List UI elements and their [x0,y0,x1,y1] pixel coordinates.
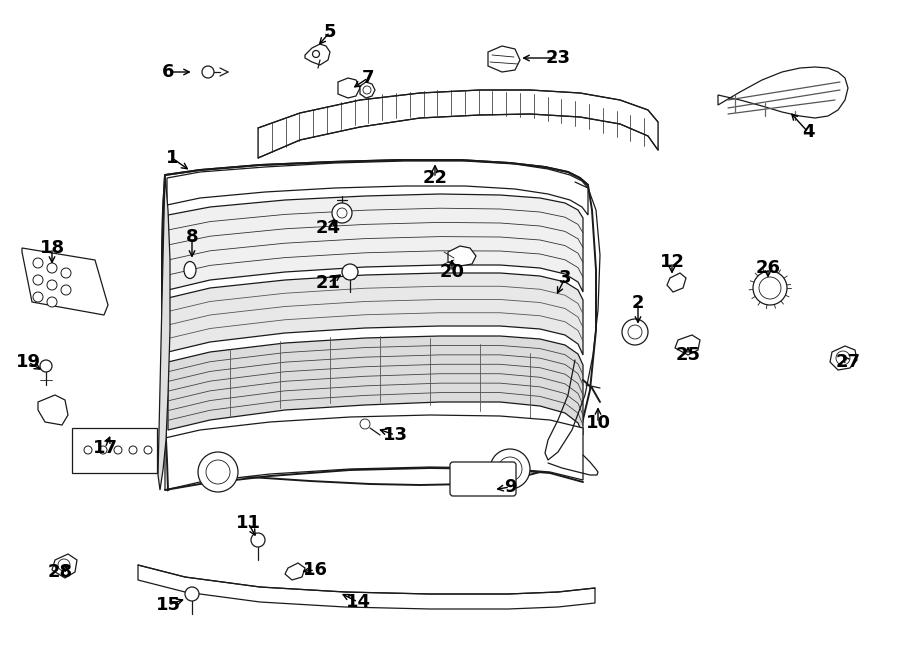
Circle shape [251,533,265,547]
Text: 13: 13 [382,426,408,444]
Circle shape [498,457,522,481]
Polygon shape [360,82,375,98]
Polygon shape [285,563,305,580]
Text: 5: 5 [324,23,337,41]
Text: 27: 27 [835,353,860,371]
Circle shape [628,325,642,339]
Circle shape [61,268,71,278]
Circle shape [202,66,214,78]
Circle shape [337,208,347,218]
Circle shape [61,285,71,295]
Text: 25: 25 [676,346,700,364]
Circle shape [759,277,781,299]
Text: 20: 20 [439,263,464,281]
Polygon shape [718,67,848,118]
Polygon shape [22,248,108,315]
Text: 10: 10 [586,414,610,432]
Polygon shape [258,90,658,158]
Circle shape [836,351,850,365]
Text: 17: 17 [93,439,118,457]
Circle shape [114,446,122,454]
Polygon shape [138,565,595,609]
Text: 22: 22 [422,169,447,187]
Text: 16: 16 [302,561,328,579]
Polygon shape [168,194,583,292]
Text: 15: 15 [156,596,181,614]
Text: 18: 18 [40,239,65,257]
Polygon shape [158,175,170,490]
Text: 24: 24 [316,219,340,237]
Polygon shape [38,395,68,425]
Text: 14: 14 [346,593,371,611]
Circle shape [33,275,43,285]
Text: 26: 26 [755,259,780,277]
Circle shape [185,587,199,601]
Circle shape [99,446,107,454]
Circle shape [363,86,371,94]
Text: 23: 23 [545,49,571,67]
Circle shape [622,319,648,345]
Text: 9: 9 [504,478,517,496]
Polygon shape [675,335,700,355]
Text: 6: 6 [162,63,175,81]
Polygon shape [167,161,588,215]
Polygon shape [162,160,596,490]
Circle shape [332,203,352,223]
FancyBboxPatch shape [72,428,157,473]
Polygon shape [168,273,583,355]
Polygon shape [52,554,77,578]
Text: 28: 28 [48,563,73,581]
Text: 4: 4 [802,123,814,141]
Circle shape [33,258,43,268]
Polygon shape [488,46,520,72]
Polygon shape [168,336,583,435]
Circle shape [198,452,238,492]
Polygon shape [165,415,583,490]
Polygon shape [830,346,857,370]
Polygon shape [305,44,330,65]
Circle shape [47,280,57,290]
Text: 7: 7 [362,69,374,87]
Text: 3: 3 [559,269,572,287]
Circle shape [144,446,152,454]
Text: 19: 19 [15,353,40,371]
Circle shape [360,419,370,429]
Text: 21: 21 [316,274,340,292]
Text: 8: 8 [185,228,198,246]
Circle shape [47,297,57,307]
Circle shape [33,292,43,302]
Circle shape [47,263,57,273]
Circle shape [58,559,70,571]
Circle shape [490,449,530,489]
Circle shape [312,50,319,58]
Polygon shape [338,78,360,98]
Text: 1: 1 [166,149,178,167]
Circle shape [342,264,358,280]
Circle shape [84,446,92,454]
Text: 2: 2 [632,294,644,312]
Circle shape [129,446,137,454]
Text: 12: 12 [660,253,685,271]
Circle shape [206,460,230,484]
Text: 11: 11 [236,514,260,532]
Circle shape [753,271,787,305]
Polygon shape [448,246,476,266]
Circle shape [40,360,52,372]
Ellipse shape [184,262,196,278]
Polygon shape [667,273,686,292]
FancyBboxPatch shape [450,462,516,496]
